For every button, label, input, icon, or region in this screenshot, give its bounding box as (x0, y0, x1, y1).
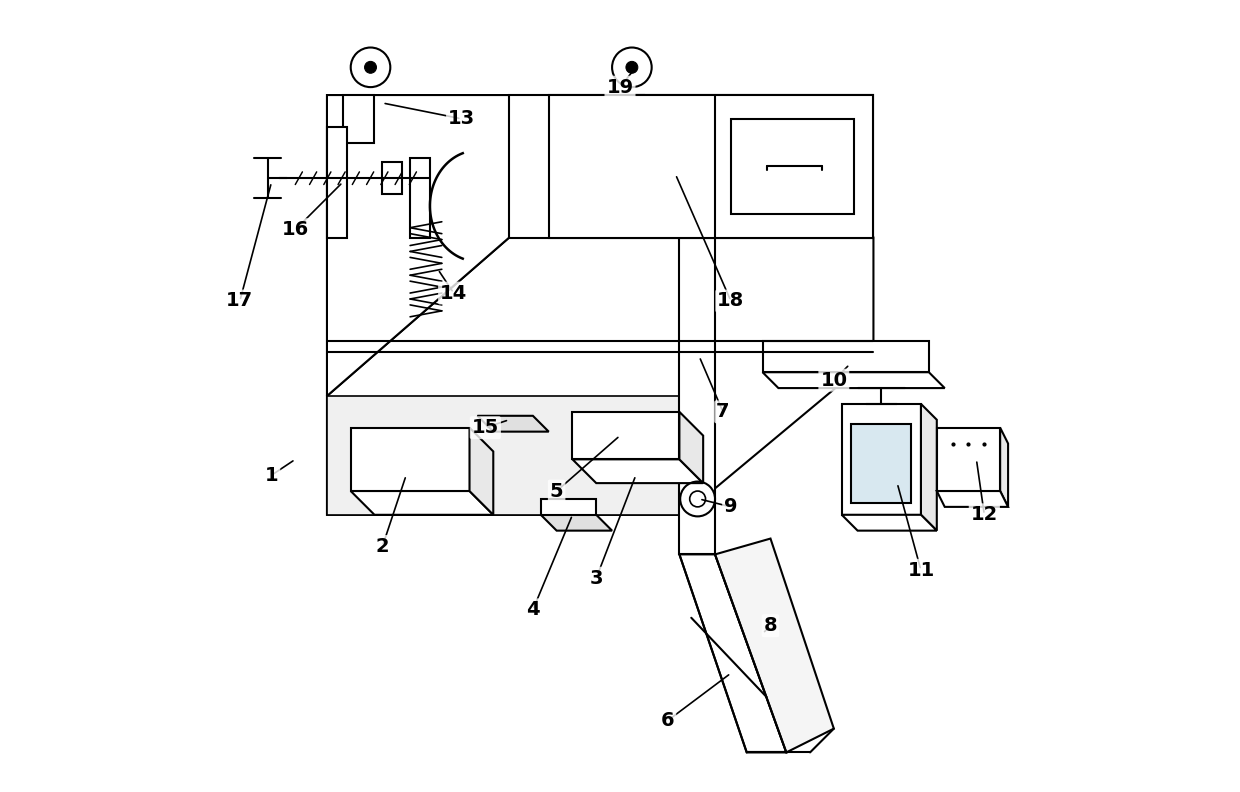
Polygon shape (921, 404, 936, 531)
Polygon shape (541, 515, 613, 531)
Polygon shape (1001, 428, 1008, 507)
Polygon shape (763, 341, 929, 372)
Polygon shape (327, 95, 510, 396)
Bar (382, 162, 402, 194)
Polygon shape (351, 491, 494, 515)
Polygon shape (549, 95, 873, 238)
Polygon shape (842, 515, 936, 531)
Bar (680, 238, 715, 554)
Text: 16: 16 (281, 220, 309, 239)
Polygon shape (936, 428, 1001, 491)
Bar (852, 424, 911, 503)
Circle shape (365, 61, 377, 74)
Circle shape (626, 61, 637, 74)
Text: 13: 13 (448, 109, 475, 128)
Bar (410, 158, 430, 238)
Polygon shape (470, 428, 494, 515)
Polygon shape (680, 412, 703, 483)
Polygon shape (680, 554, 786, 752)
Text: 11: 11 (908, 561, 935, 580)
Text: 8: 8 (764, 616, 777, 635)
Text: 18: 18 (717, 291, 744, 310)
Bar (327, 127, 347, 238)
Text: 1: 1 (264, 466, 278, 485)
Bar (342, 95, 374, 143)
Polygon shape (510, 95, 873, 238)
Text: 7: 7 (717, 402, 729, 421)
Text: 5: 5 (549, 482, 563, 501)
Text: 14: 14 (440, 284, 467, 303)
Polygon shape (327, 396, 683, 515)
Polygon shape (573, 412, 680, 459)
Text: 2: 2 (376, 537, 389, 556)
Polygon shape (936, 491, 1008, 507)
Polygon shape (763, 372, 945, 388)
Bar (842, 404, 921, 515)
Polygon shape (573, 459, 703, 483)
Text: 15: 15 (471, 418, 498, 437)
Bar (730, 119, 853, 214)
Text: 4: 4 (526, 600, 539, 619)
Polygon shape (351, 428, 470, 491)
Bar (613, 95, 644, 143)
Text: 3: 3 (589, 569, 603, 588)
Polygon shape (327, 238, 873, 515)
Text: 17: 17 (226, 291, 253, 310)
Polygon shape (541, 499, 596, 515)
Text: 10: 10 (821, 371, 847, 390)
Polygon shape (715, 539, 833, 752)
Polygon shape (477, 416, 549, 432)
Text: 9: 9 (724, 497, 738, 516)
Text: 12: 12 (971, 505, 998, 524)
Text: 6: 6 (661, 711, 675, 730)
Text: 19: 19 (606, 78, 634, 97)
